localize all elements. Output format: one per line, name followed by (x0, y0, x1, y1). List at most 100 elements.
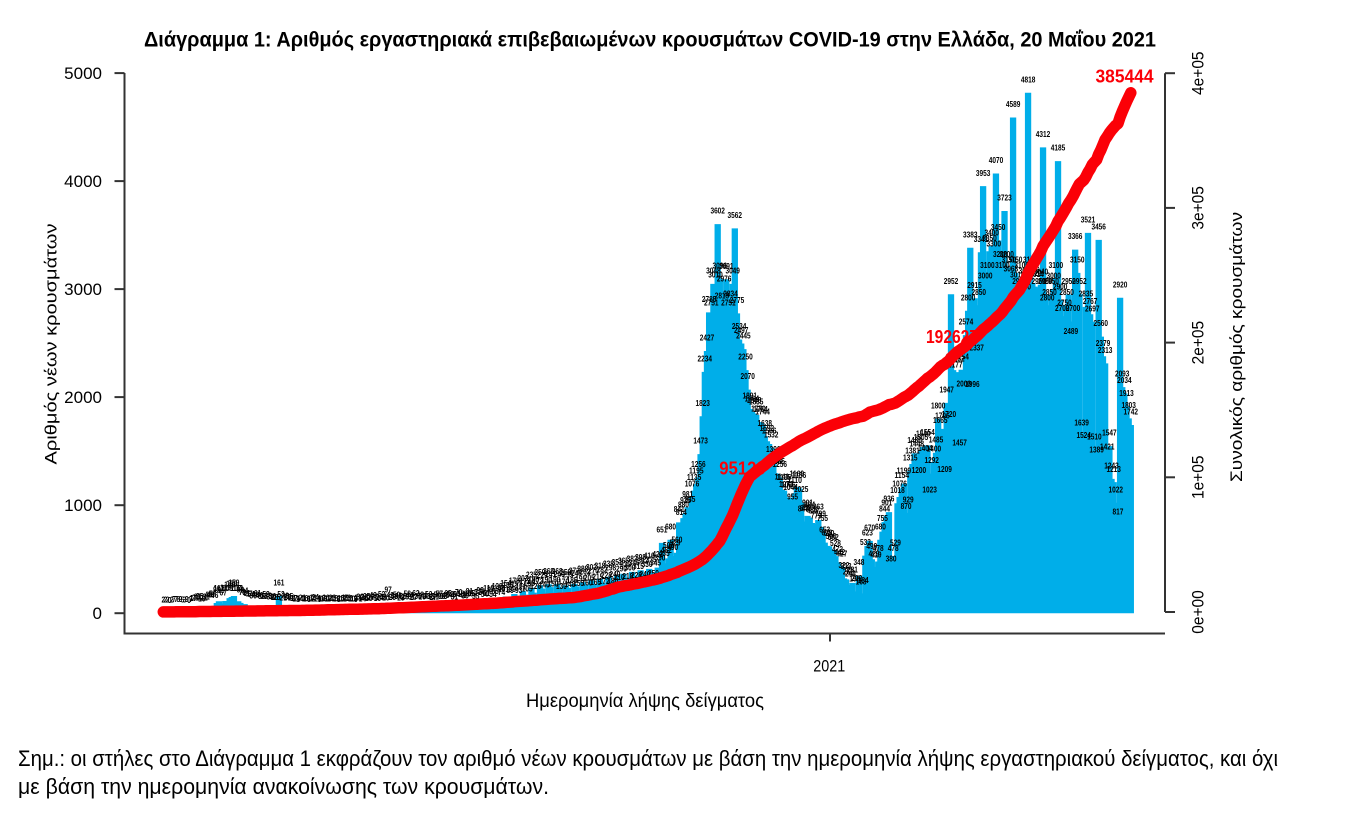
svg-text:97: 97 (487, 585, 495, 594)
svg-text:89: 89 (506, 586, 514, 595)
svg-text:168: 168 (856, 578, 867, 587)
svg-text:288: 288 (577, 565, 588, 574)
svg-text:15: 15 (337, 594, 345, 603)
svg-text:4589: 4589 (1006, 100, 1021, 109)
svg-text:2574: 2574 (959, 318, 974, 327)
svg-text:2497: 2497 (734, 326, 749, 335)
svg-text:210: 210 (614, 573, 625, 582)
svg-text:111: 111 (233, 584, 244, 593)
svg-text:2950: 2950 (1044, 277, 1059, 286)
svg-text:2834: 2834 (723, 290, 738, 299)
svg-text:3300: 3300 (987, 239, 1002, 248)
svg-text:844: 844 (879, 505, 890, 514)
svg-text:1800: 1800 (931, 401, 946, 410)
svg-text:385444: 385444 (1096, 65, 1155, 86)
svg-text:2: 2 (164, 596, 168, 605)
svg-text:2034: 2034 (1117, 376, 1132, 385)
svg-text:99: 99 (509, 585, 517, 594)
svg-text:1480: 1480 (907, 436, 922, 445)
svg-text:95: 95 (213, 586, 221, 595)
svg-text:228: 228 (631, 571, 642, 580)
svg-text:2700: 2700 (1055, 304, 1070, 313)
svg-text:375: 375 (646, 555, 657, 564)
svg-text:50: 50 (434, 590, 442, 599)
svg-text:435: 435 (659, 549, 670, 558)
svg-text:623: 623 (862, 529, 873, 538)
svg-text:3: 3 (183, 596, 187, 605)
svg-text:24: 24 (376, 593, 384, 602)
svg-text:429: 429 (868, 550, 879, 559)
svg-text:3450: 3450 (991, 223, 1006, 232)
svg-text:390: 390 (654, 554, 665, 563)
svg-text:Αριθμός νέων κρουσμάτων: Αριθμός νέων κρουσμάτων (42, 224, 61, 465)
svg-text:1018: 1018 (890, 486, 905, 495)
svg-text:365: 365 (618, 556, 629, 565)
svg-text:2915: 2915 (967, 281, 982, 290)
svg-text:83: 83 (491, 587, 499, 596)
svg-text:21: 21 (192, 594, 200, 603)
svg-text:442: 442 (834, 548, 845, 557)
svg-text:1864: 1864 (745, 394, 760, 403)
svg-text:126: 126 (530, 582, 541, 591)
svg-text:110: 110 (483, 584, 494, 593)
svg-text:1848: 1848 (747, 396, 762, 405)
svg-text:5: 5 (181, 595, 185, 604)
svg-text:3150: 3150 (1008, 256, 1023, 265)
svg-text:1396: 1396 (766, 445, 781, 454)
svg-text:3000: 3000 (1046, 272, 1061, 281)
svg-text:20: 20 (382, 594, 390, 603)
svg-text:2920: 2920 (1113, 280, 1128, 289)
svg-text:582: 582 (828, 533, 839, 542)
svg-text:322: 322 (839, 561, 850, 570)
svg-text:108: 108 (222, 584, 233, 593)
svg-text:161: 161 (273, 578, 284, 587)
svg-text:10: 10 (324, 595, 332, 604)
svg-text:1389: 1389 (1089, 446, 1104, 455)
svg-text:135: 135 (502, 581, 513, 590)
svg-text:65: 65 (444, 589, 452, 598)
svg-text:1803: 1803 (1121, 401, 1136, 410)
svg-text:799: 799 (815, 510, 826, 519)
svg-text:755: 755 (877, 514, 888, 523)
svg-text:3456: 3456 (1091, 222, 1106, 231)
svg-text:33: 33 (391, 592, 399, 601)
svg-text:65: 65 (468, 589, 476, 598)
svg-text:1025: 1025 (794, 485, 809, 494)
svg-text:29: 29 (372, 593, 380, 602)
svg-text:4818: 4818 (1021, 75, 1036, 84)
svg-text:3040: 3040 (1034, 267, 1049, 276)
svg-text:1e+05: 1e+05 (1190, 456, 1208, 500)
svg-text:1742: 1742 (1124, 408, 1139, 417)
svg-text:43: 43 (459, 591, 467, 600)
svg-text:58: 58 (457, 590, 465, 599)
svg-text:27: 27 (367, 593, 375, 602)
svg-text:884: 884 (804, 500, 815, 509)
svg-text:12: 12 (333, 595, 341, 604)
svg-text:54: 54 (247, 590, 255, 599)
svg-text:1400: 1400 (927, 445, 942, 454)
svg-text:529: 529 (890, 539, 901, 548)
svg-text:41: 41 (395, 591, 403, 600)
svg-text:95129: 95129 (719, 458, 766, 479)
svg-text:2313: 2313 (1098, 346, 1113, 355)
svg-text:258: 258 (560, 568, 571, 577)
svg-text:262: 262 (580, 568, 591, 577)
svg-text:1404: 1404 (918, 444, 933, 453)
svg-text:2534: 2534 (732, 322, 747, 331)
svg-text:2785: 2785 (702, 295, 717, 304)
svg-text:54: 54 (481, 590, 489, 599)
svg-text:290: 290 (616, 565, 627, 574)
svg-text:160: 160 (582, 579, 593, 588)
svg-text:901: 901 (802, 499, 813, 508)
svg-text:10: 10 (348, 595, 356, 604)
svg-text:3150: 3150 (1002, 256, 1017, 265)
svg-text:32: 32 (357, 592, 365, 601)
svg-text:154: 154 (500, 579, 511, 588)
svg-text:4000: 4000 (64, 172, 102, 191)
svg-text:184: 184 (858, 576, 869, 585)
svg-text:23: 23 (329, 593, 337, 602)
svg-text:880: 880 (678, 501, 689, 510)
svg-text:1720: 1720 (942, 410, 957, 419)
svg-text:7: 7 (172, 595, 176, 604)
svg-text:54: 54 (489, 590, 497, 599)
